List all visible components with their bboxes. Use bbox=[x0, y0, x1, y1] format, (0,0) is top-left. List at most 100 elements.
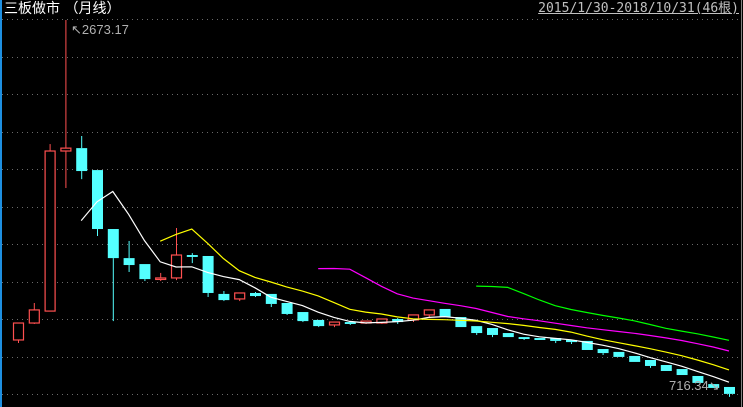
candle[interactable] bbox=[265, 293, 277, 308]
candle[interactable] bbox=[28, 302, 40, 324]
candle-body bbox=[423, 309, 435, 316]
candle[interactable] bbox=[12, 322, 25, 344]
candle[interactable] bbox=[281, 302, 293, 315]
candle[interactable] bbox=[392, 318, 404, 324]
candle-body bbox=[692, 375, 704, 383]
chart-title: 三板做市 （月线） bbox=[4, 1, 121, 17]
candle[interactable] bbox=[234, 292, 246, 302]
candle[interactable] bbox=[60, 19, 72, 188]
ma10-line bbox=[159, 228, 730, 371]
candle[interactable] bbox=[297, 312, 309, 323]
candle-body bbox=[550, 338, 562, 341]
candle-body bbox=[139, 264, 151, 280]
candle-body bbox=[155, 277, 167, 281]
candle-body bbox=[107, 229, 119, 259]
min-price-annotation: 716.34↘ bbox=[669, 378, 720, 394]
candle-body bbox=[376, 318, 388, 324]
candle-body bbox=[123, 258, 135, 266]
candle-body bbox=[676, 369, 688, 376]
candle-body bbox=[234, 292, 246, 300]
candle[interactable] bbox=[518, 337, 530, 340]
candle-body bbox=[202, 255, 214, 293]
date-range-link[interactable]: 2015/1/30-2018/10/31(46根) bbox=[538, 1, 739, 16]
candle[interactable] bbox=[250, 292, 261, 298]
candle-body bbox=[60, 147, 72, 152]
candle-body bbox=[471, 326, 483, 334]
candle-body bbox=[344, 322, 356, 324]
candle-body bbox=[313, 319, 325, 327]
candle[interactable] bbox=[566, 339, 577, 345]
candle-body bbox=[28, 309, 40, 324]
ma20-line bbox=[318, 267, 730, 352]
candle[interactable] bbox=[44, 144, 56, 312]
candle-body bbox=[487, 328, 498, 335]
candle-body bbox=[645, 360, 656, 366]
candle[interactable] bbox=[328, 321, 341, 328]
candle[interactable] bbox=[76, 135, 88, 180]
candle-body bbox=[281, 302, 293, 314]
candle-body bbox=[76, 148, 88, 172]
candle[interactable] bbox=[487, 328, 498, 338]
candle[interactable] bbox=[92, 170, 103, 236]
candle[interactable] bbox=[376, 318, 388, 324]
max-price-label: 2673.17 bbox=[81, 22, 129, 37]
candle-body bbox=[218, 293, 230, 301]
arrow-up-left-icon: ↖ bbox=[71, 22, 82, 37]
candle[interactable] bbox=[471, 326, 483, 335]
candle[interactable] bbox=[629, 355, 641, 362]
candle[interactable] bbox=[550, 338, 562, 344]
candle-body bbox=[92, 170, 103, 230]
candle-body bbox=[250, 292, 261, 297]
ma5-line bbox=[80, 190, 730, 383]
candle[interactable] bbox=[613, 351, 625, 357]
candle-body bbox=[44, 150, 56, 312]
candle[interactable] bbox=[423, 309, 435, 318]
candle[interactable] bbox=[660, 365, 672, 371]
candle[interactable] bbox=[344, 322, 356, 325]
candle[interactable] bbox=[123, 240, 135, 272]
candle-body bbox=[502, 333, 514, 338]
candle-body bbox=[597, 349, 609, 354]
max-price-annotation: ↖2673.17 bbox=[71, 22, 129, 38]
candle-body bbox=[439, 308, 451, 318]
candle[interactable] bbox=[313, 319, 325, 328]
candle[interactable] bbox=[439, 308, 451, 318]
candle-body bbox=[581, 340, 593, 350]
candle-body bbox=[328, 321, 341, 326]
candle-body bbox=[518, 337, 530, 340]
candle[interactable] bbox=[455, 317, 467, 328]
candle[interactable] bbox=[724, 386, 735, 397]
candle[interactable] bbox=[581, 340, 593, 350]
candle-body bbox=[186, 255, 198, 257]
candle[interactable] bbox=[202, 255, 214, 298]
candle[interactable] bbox=[107, 229, 119, 322]
candle-body bbox=[708, 384, 720, 388]
candle-body bbox=[724, 386, 735, 394]
candle-body bbox=[566, 339, 577, 343]
candle[interactable] bbox=[534, 338, 546, 340]
candle[interactable] bbox=[155, 272, 167, 282]
candle-body bbox=[455, 317, 467, 328]
candle[interactable] bbox=[676, 369, 688, 376]
min-price-label: 716.34 bbox=[669, 378, 709, 393]
candle-body bbox=[534, 338, 546, 340]
candle[interactable] bbox=[502, 333, 514, 338]
candle[interactable] bbox=[186, 253, 198, 264]
candle-body bbox=[613, 351, 625, 357]
candle[interactable] bbox=[139, 264, 151, 282]
candle[interactable] bbox=[218, 291, 230, 302]
candle-body bbox=[629, 355, 641, 362]
candle[interactable] bbox=[708, 384, 720, 388]
candle-body bbox=[660, 365, 672, 371]
candle[interactable] bbox=[645, 360, 656, 368]
candle[interactable] bbox=[692, 375, 704, 383]
candle-body bbox=[297, 312, 309, 322]
ma30-line bbox=[476, 285, 730, 341]
candle[interactable] bbox=[597, 349, 609, 355]
candle-body bbox=[392, 318, 404, 323]
candle-body bbox=[12, 322, 25, 341]
candle-body bbox=[265, 293, 277, 304]
right-border bbox=[741, 0, 742, 407]
